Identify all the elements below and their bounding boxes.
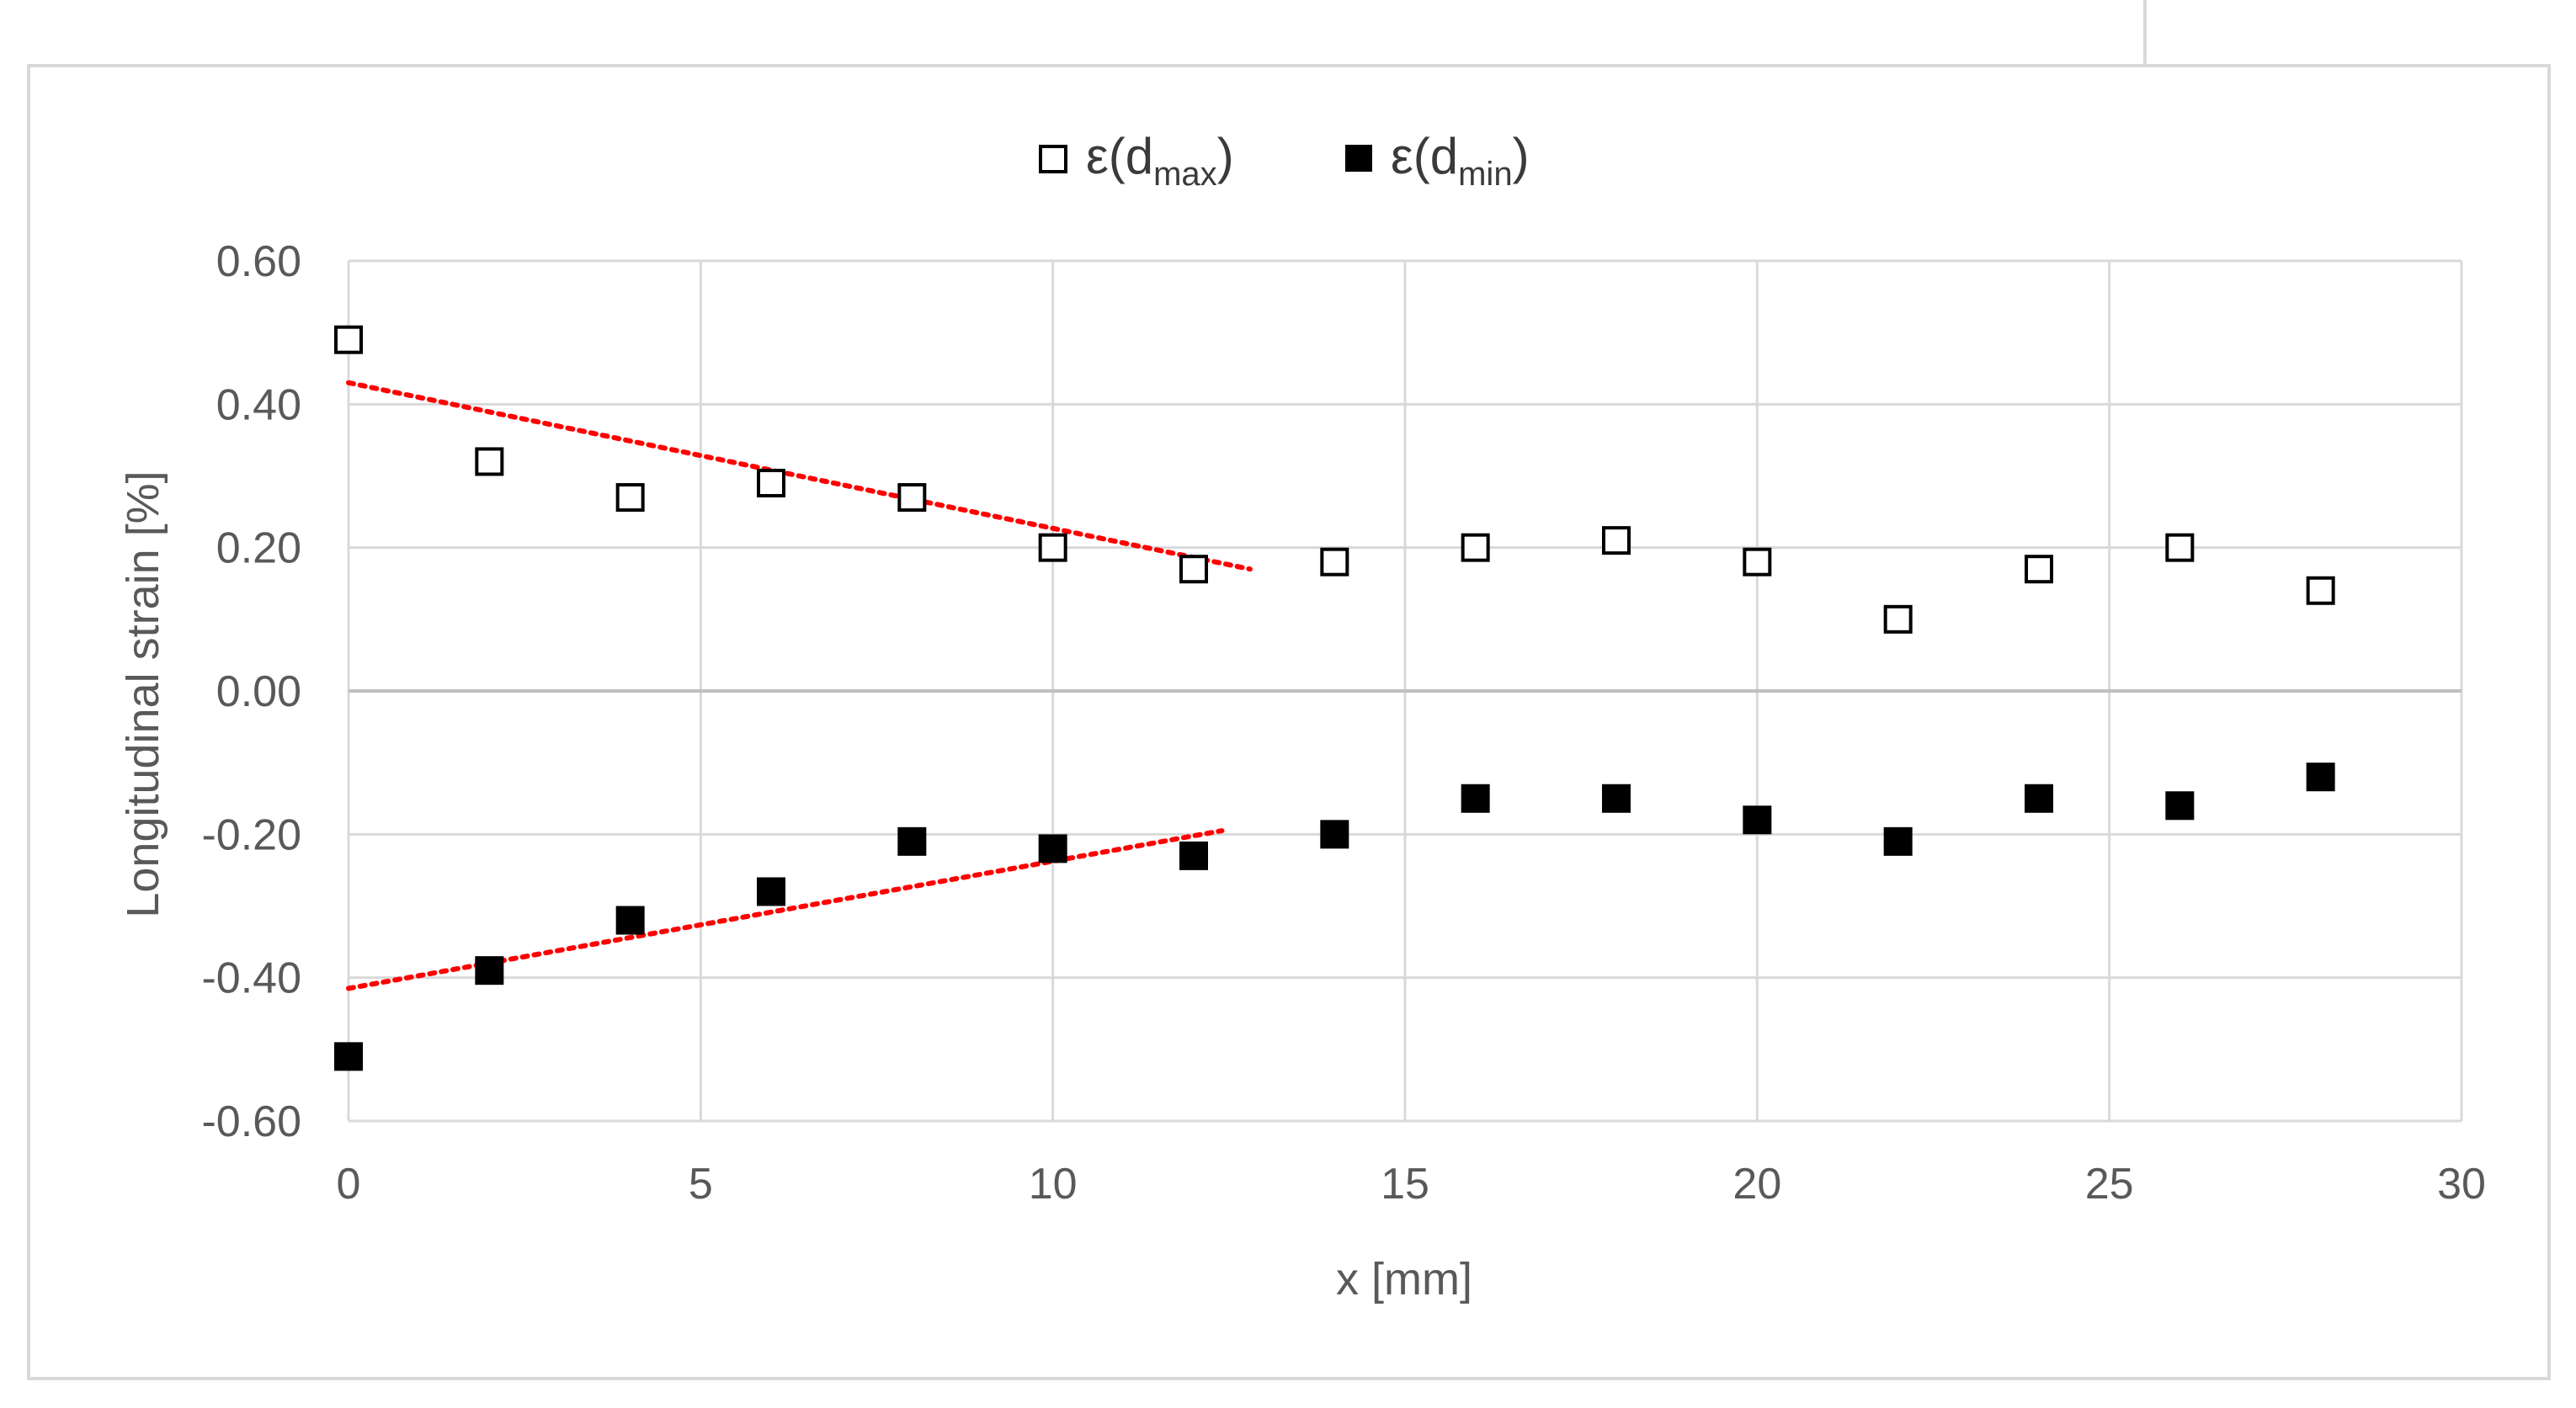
y-tick-label: -0.20 <box>201 810 301 859</box>
y-axis-title: Longitudinal strain [%] <box>118 470 168 917</box>
gridlines <box>347 259 2463 1123</box>
point-dmin <box>1038 834 1067 863</box>
point-dmin <box>334 1042 363 1071</box>
point-dmax <box>1602 526 1631 555</box>
legend-label-dmin: ε(dmin) <box>1391 128 1530 193</box>
point-dmax <box>2165 533 2195 562</box>
x-axis-title: x [mm] <box>1336 1254 1472 1304</box>
x-tick-label: 5 <box>689 1160 713 1209</box>
legend-label-dmax: ε(dmax) <box>1086 128 1234 193</box>
point-dmin <box>757 877 785 906</box>
point-dmin <box>2306 762 2335 792</box>
point-dmax <box>2306 576 2335 605</box>
y-tick-label: 0.40 <box>216 380 301 429</box>
y-tick-label: 0.00 <box>216 667 301 716</box>
point-dmax <box>1883 604 1913 634</box>
point-dmax <box>1320 547 1349 576</box>
x-tick-label: 30 <box>2437 1160 2486 1209</box>
point-dmax <box>757 469 785 498</box>
point-dmin <box>1883 826 1913 856</box>
point-dmin <box>2165 791 2195 821</box>
y-tick-label: -0.40 <box>201 954 301 1003</box>
x-axis-ticks: 0 5 10 15 20 25 30 <box>337 1160 2486 1209</box>
y-tick-label: -0.60 <box>201 1097 301 1146</box>
x-tick-label: 0 <box>337 1160 361 1209</box>
point-dmin <box>1320 820 1349 849</box>
y-tick-label: 0.20 <box>216 524 301 573</box>
y-axis-ticks: -0.60 -0.40 -0.20 0.00 0.20 0.40 0.60 <box>201 237 301 1146</box>
point-dmin <box>1743 805 1772 835</box>
point-dmin <box>897 826 927 856</box>
legend: ε(dmax) ε(dmin) <box>1039 128 1530 193</box>
point-dmax <box>1461 533 1490 562</box>
chart-area-border <box>27 64 2551 1380</box>
trendline <box>346 380 1253 572</box>
point-dmax <box>615 483 645 513</box>
point-dmax <box>2025 555 2053 584</box>
point-dmax <box>475 447 504 476</box>
x-tick-label: 15 <box>1381 1160 1429 1209</box>
point-dmax <box>897 483 927 513</box>
legend-marker-dmax <box>1039 145 1067 173</box>
point-dmax <box>1038 533 1067 562</box>
x-tick-label: 10 <box>1029 1160 1078 1209</box>
point-dmax <box>1743 547 1772 576</box>
point-dmin <box>475 956 504 986</box>
point-dmax <box>334 325 363 354</box>
point-dmin <box>1461 784 1490 813</box>
legend-marker-dmin <box>1345 145 1372 172</box>
point-dmin <box>1179 841 1208 870</box>
x-tick-label: 20 <box>1732 1160 1781 1209</box>
point-dmin <box>615 906 645 935</box>
point-dmin <box>2025 784 2053 813</box>
x-tick-label: 25 <box>2085 1160 2134 1209</box>
y-tick-label: 0.60 <box>216 237 301 286</box>
point-dmax <box>1179 555 1208 584</box>
point-dmin <box>1602 784 1631 813</box>
data-points <box>334 325 2335 1071</box>
